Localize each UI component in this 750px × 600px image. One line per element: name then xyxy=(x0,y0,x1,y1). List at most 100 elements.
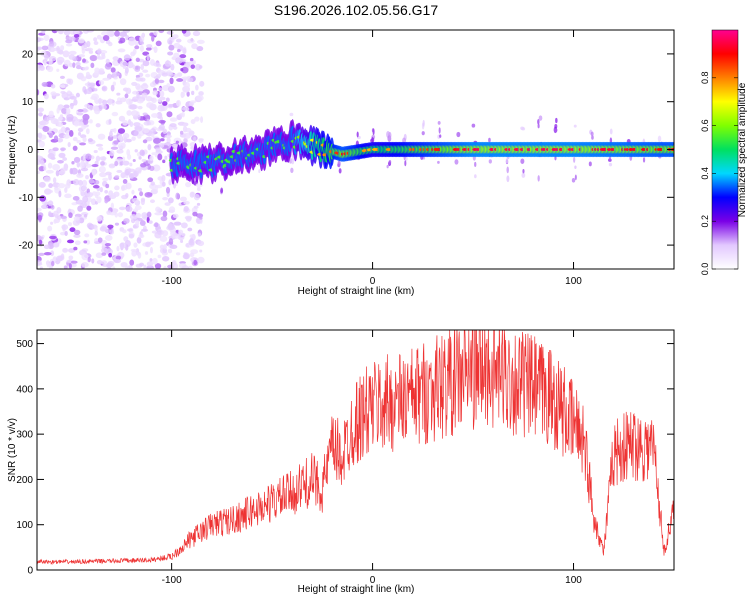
heatmap-cell xyxy=(82,58,86,63)
heatmap-cell xyxy=(196,186,201,191)
heatmap-cell xyxy=(93,41,99,46)
heatmap-cell xyxy=(133,122,141,127)
heatmap-cell xyxy=(187,227,193,232)
heatmap-cell xyxy=(488,159,492,164)
heatmap-cell xyxy=(101,31,109,36)
heatmap-cell xyxy=(95,155,101,162)
heatmap-cell xyxy=(59,231,67,236)
heatmap-cell xyxy=(120,172,126,179)
heatmap-cell xyxy=(571,177,576,183)
heatmap-cell xyxy=(160,215,168,222)
heatmap-cell xyxy=(113,76,118,80)
heatmap-cell xyxy=(183,123,187,127)
heatmap-cell xyxy=(439,134,442,138)
heatmap-cell xyxy=(169,244,178,249)
heatmap-cell xyxy=(140,197,146,203)
heatmap-cell xyxy=(162,101,168,106)
heatmap-cell xyxy=(135,212,142,219)
heatmap-cell xyxy=(92,191,97,196)
heatmap-y-tick-label: -10 xyxy=(19,193,34,204)
heatmap-cell xyxy=(181,92,186,97)
heatmap-cell xyxy=(157,153,163,161)
heatmap-cell xyxy=(95,123,101,128)
heatmap-cell xyxy=(166,72,174,77)
heatmap-cell xyxy=(162,255,170,262)
colorbar-fill xyxy=(712,30,738,269)
heatmap-cell xyxy=(85,174,89,180)
heatmap-cell xyxy=(134,149,138,153)
snr-y-tick-label: 100 xyxy=(16,520,33,531)
heatmap-cell xyxy=(86,30,94,33)
heatmap-cell xyxy=(159,90,165,98)
heatmap-cell xyxy=(168,238,174,246)
heatmap-cell xyxy=(186,91,190,97)
heatmap-cell xyxy=(89,54,98,62)
heatmap-cell xyxy=(111,111,119,117)
heatmap-cell xyxy=(53,135,59,142)
heatmap-cell xyxy=(37,107,45,112)
heatmap-cell xyxy=(135,57,140,63)
heatmap-cell xyxy=(125,98,134,106)
heatmap-cell xyxy=(76,139,81,144)
heatmap-cell xyxy=(49,265,53,269)
heatmap-cell xyxy=(73,234,81,238)
snr-y-axis-label: SNR (10 * v/v) xyxy=(7,418,18,482)
heatmap-cell xyxy=(68,212,73,219)
heatmap-cell xyxy=(101,252,107,256)
heatmap-cell xyxy=(59,75,65,80)
heatmap-cell xyxy=(127,154,132,160)
heatmap-cell xyxy=(62,247,68,253)
heatmap-cell xyxy=(167,197,174,204)
heatmap-cell xyxy=(608,162,613,167)
heatmap-cell xyxy=(95,252,103,259)
heatmap-cell xyxy=(56,138,64,143)
heatmap-cell xyxy=(66,239,75,244)
heatmap-cell xyxy=(112,135,118,139)
heatmap-cell xyxy=(167,248,173,254)
heatmap-cell xyxy=(98,97,102,105)
heatmap-cell xyxy=(437,121,441,125)
heatmap-cell xyxy=(171,260,177,266)
heatmap-cell xyxy=(183,137,188,144)
heatmap-cell xyxy=(128,173,135,179)
heatmap-cell xyxy=(143,121,152,126)
heatmap-cell xyxy=(50,250,55,257)
heatmap-cell xyxy=(136,251,141,256)
heatmap-cell xyxy=(505,158,509,164)
heatmap-cell xyxy=(50,118,59,125)
heatmap-cell xyxy=(166,30,174,35)
heatmap-cell xyxy=(60,126,66,133)
heatmap-cell xyxy=(143,264,147,269)
heatmap-cell xyxy=(145,241,151,248)
snr-y-tick-label: 500 xyxy=(16,339,33,350)
heatmap-cell xyxy=(164,155,168,160)
heatmap-cell xyxy=(127,228,133,232)
heatmap-cell xyxy=(115,255,122,260)
heatmap-cell xyxy=(386,164,389,169)
heatmap-cell xyxy=(169,117,178,122)
heatmap-cell xyxy=(162,128,167,135)
heatmap-cell xyxy=(87,192,94,198)
heatmap-cell xyxy=(75,92,80,98)
heatmap-cell xyxy=(177,48,181,53)
heatmap-marks xyxy=(37,30,674,269)
heatmap-cell xyxy=(105,235,113,241)
heatmap-x-axis-label: Height of straight line (km) xyxy=(298,286,415,297)
heatmap-cell xyxy=(125,206,133,213)
heatmap-cell xyxy=(77,121,84,126)
heatmap-cell xyxy=(65,107,71,115)
heatmap-cell xyxy=(46,65,54,73)
heatmap-cell xyxy=(64,187,68,194)
heatmap-cell xyxy=(184,82,191,89)
heatmap-cell xyxy=(114,175,120,179)
heatmap-cell xyxy=(173,42,181,49)
heatmap-cell xyxy=(139,220,146,226)
heatmap-cell xyxy=(143,127,150,134)
heatmap-cell xyxy=(70,167,78,175)
heatmap-cell xyxy=(108,163,116,169)
heatmap-cell xyxy=(73,246,78,251)
heatmap-cell xyxy=(58,170,66,175)
snr-frame xyxy=(36,329,675,571)
heatmap-cell xyxy=(194,116,200,122)
heatmap-cell xyxy=(158,119,166,124)
